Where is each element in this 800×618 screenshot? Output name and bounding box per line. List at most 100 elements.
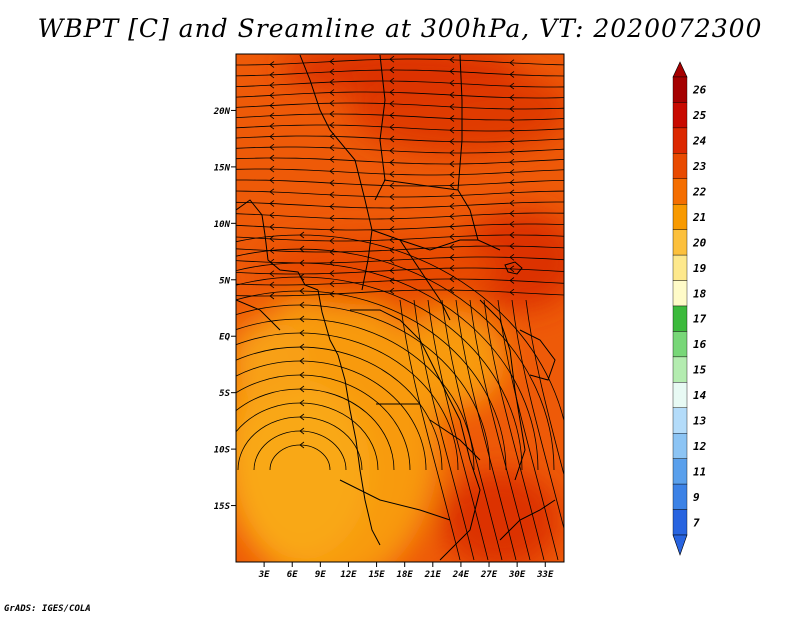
lon-label: 27E <box>480 570 498 580</box>
streamline <box>455 299 517 561</box>
streamline-arrow <box>389 277 395 285</box>
colorbar-bottom-arrow <box>672 534 688 556</box>
streamline <box>236 278 564 286</box>
streamline-arrow <box>269 188 275 196</box>
longitude-axis: 3E 6E 9E 12E 15E 18E 21E 24E 27E 30E 33E <box>258 562 554 580</box>
streamline-arrow <box>299 427 305 435</box>
streamline-arrow <box>269 154 275 162</box>
lat-label: EQ <box>219 333 230 343</box>
streamline-arrow <box>329 110 335 118</box>
streamline-arrow <box>509 138 515 145</box>
streamline <box>236 124 564 132</box>
lon-label: 15E <box>368 570 385 580</box>
streamline-arrow <box>329 179 335 187</box>
streamline-arrow <box>509 242 515 250</box>
streamline-arrow <box>449 138 455 145</box>
streamline-arrow <box>509 189 515 197</box>
streamline-arrow <box>299 273 305 281</box>
colorbar-swatch <box>672 356 688 383</box>
colorbar-label: 26 <box>692 84 707 97</box>
streamline <box>497 299 559 561</box>
streamline <box>236 223 564 231</box>
streamline-arrow <box>299 231 305 239</box>
streamline-arrow <box>329 144 335 152</box>
streamline <box>236 289 564 297</box>
streamline-arrow <box>329 280 335 288</box>
plot-title: WBPT [C] and Sreamline at 300hPa, VT: 20… <box>37 14 763 43</box>
streamline-arrow <box>269 81 275 89</box>
streamline-arrow <box>389 66 395 74</box>
streamline-arrow <box>509 179 515 186</box>
lon-label: 9E <box>315 570 326 580</box>
colorbar-swatch <box>672 178 688 205</box>
streamline-arrow <box>509 288 515 296</box>
colorbar-label: 11 <box>693 465 706 478</box>
streamline-arrow <box>329 121 335 129</box>
streamline-arrow <box>509 210 515 217</box>
streamline-arrow <box>389 267 395 274</box>
streamline-arrow <box>329 270 335 277</box>
streamline-arrow <box>509 59 515 67</box>
streamline <box>413 299 475 561</box>
streamline-arrow <box>509 148 515 156</box>
streamline-arrow <box>509 199 515 207</box>
lon-label: 12E <box>340 570 357 580</box>
streamline-arrow <box>449 149 455 157</box>
streamline-arrow <box>389 147 395 155</box>
colorbar-swatch <box>672 483 688 510</box>
streamline-arrow <box>299 329 305 337</box>
colorbar-label: 22 <box>692 186 707 199</box>
streamline-arrow <box>269 61 275 68</box>
streamline-arrow <box>389 226 395 233</box>
streamline <box>236 80 564 88</box>
lat-label: 5N <box>219 276 230 286</box>
streamline-arrow <box>509 127 515 135</box>
streamline <box>236 146 564 154</box>
streamline-arrow <box>449 264 455 272</box>
streamline-arrow <box>329 68 335 76</box>
colorbar-swatch <box>672 305 688 332</box>
colorbar-label: 18 <box>693 287 707 300</box>
lat-label: 15S <box>214 502 231 512</box>
country-borders <box>236 54 556 561</box>
lon-label: 33E <box>536 570 554 580</box>
lon-label: 24E <box>452 570 470 580</box>
streamline-arrow <box>329 214 335 222</box>
streamline-arrow <box>449 182 455 189</box>
streamline-arrow <box>299 413 305 421</box>
lat-label: 5S <box>219 389 230 399</box>
streamline-arrow <box>329 167 335 175</box>
colorbar-swatch <box>672 382 688 408</box>
streamline <box>236 69 564 77</box>
colorbar-swatch <box>672 509 688 536</box>
streamline-arrow <box>299 287 305 295</box>
colorbar-swatch <box>672 331 688 358</box>
streamline <box>236 234 564 242</box>
streamline-arrow <box>509 265 515 273</box>
streamline-arrow <box>449 115 455 122</box>
colorbar: 26 25 24 23 22 21 20 19 18 17 16 15 14 13 12 11 9 7 <box>672 61 707 556</box>
streamline-arrow <box>509 169 515 176</box>
streamline-arrow <box>449 56 455 64</box>
streamline <box>236 179 564 187</box>
streamline <box>236 168 564 176</box>
colorbar-top-arrow <box>672 61 688 78</box>
colorbar-swatch <box>672 433 688 459</box>
streamline-arrow <box>449 243 455 251</box>
streamline <box>236 113 564 121</box>
streamline-arrow <box>389 193 395 201</box>
streamline <box>236 212 564 220</box>
streamline-arrow <box>299 301 305 309</box>
streamline <box>511 299 564 531</box>
streamline <box>399 299 461 561</box>
streamline-arrow <box>509 94 515 101</box>
wbpt-shading <box>236 54 564 562</box>
streamline-arrow <box>509 82 515 90</box>
streamline-arrow <box>389 100 395 108</box>
streamlines <box>236 55 564 561</box>
streamline-arrow <box>449 91 455 99</box>
streamline-arrow <box>269 235 275 243</box>
streamline-arrow <box>449 103 455 111</box>
streamline-arrow <box>389 170 395 178</box>
